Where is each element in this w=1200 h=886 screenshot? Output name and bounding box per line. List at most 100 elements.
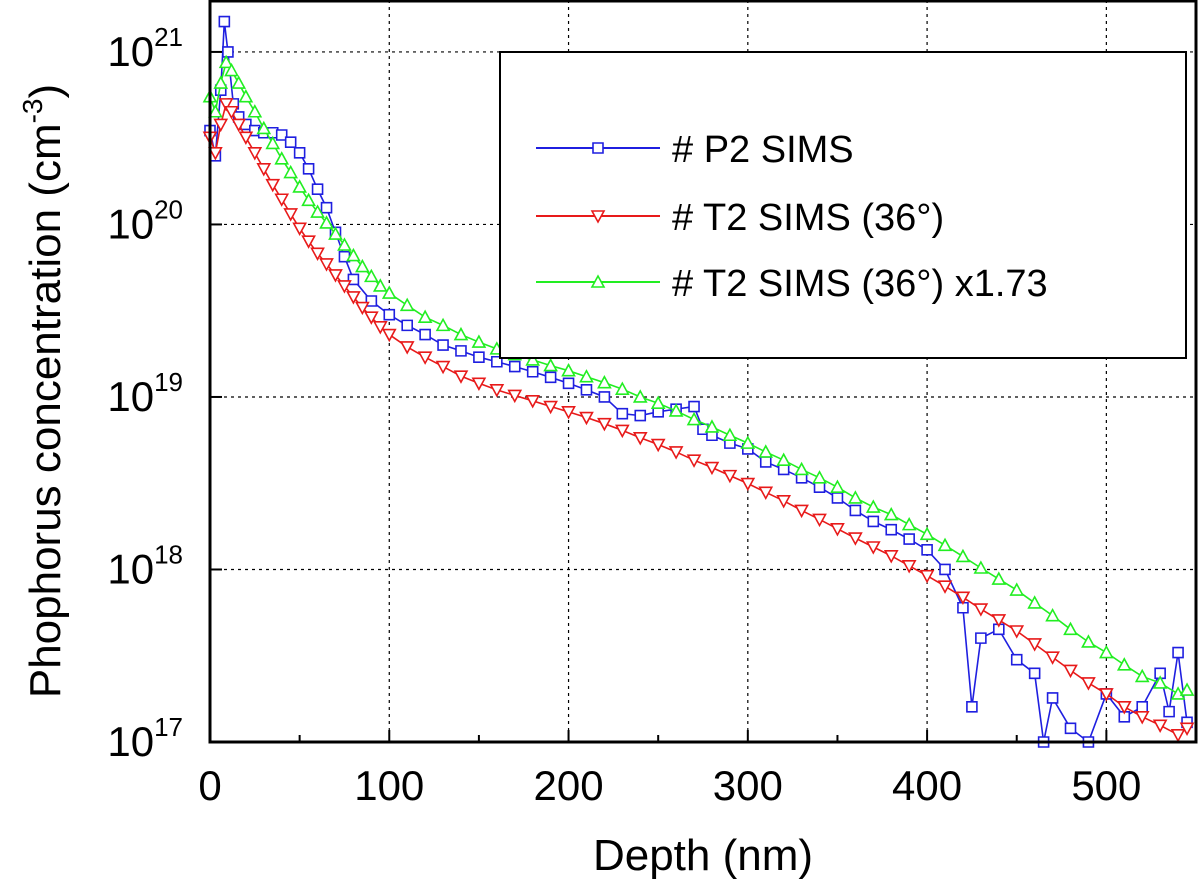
- data-point: [848, 490, 863, 504]
- data-point: [955, 591, 971, 605]
- data-point: [1172, 646, 1184, 659]
- data-point: [455, 345, 467, 357]
- data-point: [759, 456, 772, 468]
- y-tick-label: 1021: [107, 22, 183, 75]
- data-point: [758, 486, 774, 501]
- data-point: [310, 204, 325, 218]
- x-tick-label: 500: [1071, 762, 1141, 809]
- data-point: [346, 247, 361, 262]
- data-point: [292, 222, 307, 236]
- data-point: [758, 444, 774, 458]
- legend-item-2: # T2 SIMS (36°): [536, 197, 944, 239]
- data-point: [1081, 634, 1096, 648]
- data-point: [668, 403, 684, 417]
- data-point: [830, 523, 845, 537]
- data-point: [301, 192, 316, 207]
- data-point: [1045, 607, 1060, 622]
- data-point: [686, 411, 702, 426]
- y-tick-exponent: 17: [154, 712, 183, 742]
- data-point: [293, 147, 306, 159]
- data-point: [973, 560, 989, 574]
- data-point: [319, 215, 334, 229]
- data-point: [274, 151, 290, 165]
- data-point: [399, 297, 415, 312]
- data-point: [417, 351, 433, 365]
- data-point: [650, 395, 666, 410]
- data-point: [218, 54, 234, 69]
- data-point: [1179, 682, 1195, 696]
- data-point: [543, 357, 558, 372]
- y-tick-base: 10: [107, 718, 154, 765]
- data-point: [337, 280, 352, 294]
- data-point: [208, 104, 223, 118]
- data-point: [213, 75, 229, 89]
- data-point: [437, 339, 449, 351]
- plot-frame: [208, 0, 1198, 744]
- data-point: [614, 381, 630, 395]
- data-point: [224, 105, 239, 120]
- data-point: [508, 360, 521, 373]
- data-point: [231, 118, 247, 133]
- data-point: [686, 454, 702, 468]
- data-point: [740, 435, 756, 449]
- data-point: [363, 268, 379, 283]
- data-point: [991, 614, 1007, 628]
- data-point: [292, 179, 307, 193]
- data-point: [256, 120, 272, 135]
- data-point: [1045, 651, 1060, 665]
- data-point: [1046, 692, 1059, 704]
- data-point: [471, 377, 487, 391]
- data-point: [1010, 653, 1023, 666]
- data-point: [283, 164, 299, 179]
- data-point: [865, 499, 881, 513]
- data-point: [1009, 625, 1025, 639]
- data-point: [435, 317, 451, 332]
- data-point: [473, 351, 485, 364]
- data-point: [274, 193, 290, 207]
- data-point: [883, 550, 899, 564]
- data-point: [616, 407, 629, 420]
- data-point: [1027, 638, 1042, 652]
- data-point: [372, 321, 388, 335]
- y-tick-base: 10: [107, 28, 154, 75]
- data-point: [247, 147, 263, 161]
- data-point: [650, 438, 666, 453]
- data-point: [562, 377, 575, 390]
- data-point: [740, 477, 756, 492]
- data-point: [830, 479, 845, 493]
- data-point: [328, 226, 343, 240]
- legend-marker: [590, 274, 606, 288]
- y-tick-exponent: 20: [154, 194, 183, 224]
- data-point: [302, 163, 315, 175]
- data-point: [417, 309, 433, 323]
- data-point: [320, 201, 333, 214]
- data-point: [937, 537, 953, 552]
- data-point: [1152, 675, 1168, 689]
- data-point: [885, 523, 898, 536]
- data-point: [265, 178, 281, 193]
- y-tick-label: 1017: [107, 712, 183, 765]
- data-point: [231, 75, 247, 89]
- data-point: [688, 400, 700, 413]
- data-point: [704, 461, 720, 476]
- data-point: [1152, 719, 1168, 733]
- data-point: [489, 384, 505, 398]
- data-point: [1063, 621, 1078, 636]
- data-point: [238, 131, 254, 145]
- legend-marker: [590, 210, 606, 224]
- legend: # P2 SIMS # T2 SIMS (36°) # T2 SIMS (36°) …: [499, 51, 1187, 359]
- data-point: [722, 427, 738, 442]
- data-point: [903, 533, 915, 545]
- y-axis-title-main: Phophorus concentration (cm: [21, 123, 70, 698]
- y-tick-label: 1019: [107, 367, 183, 420]
- data-point: [776, 452, 792, 466]
- x-tick-label: 200: [534, 762, 604, 809]
- data-point: [247, 104, 263, 118]
- data-point: [453, 370, 469, 384]
- data-point: [265, 135, 281, 150]
- x-tick-label: 0: [198, 762, 221, 809]
- data-point: [991, 571, 1007, 585]
- data-point: [975, 632, 987, 644]
- data-point: [399, 341, 415, 355]
- data-point: [338, 250, 351, 263]
